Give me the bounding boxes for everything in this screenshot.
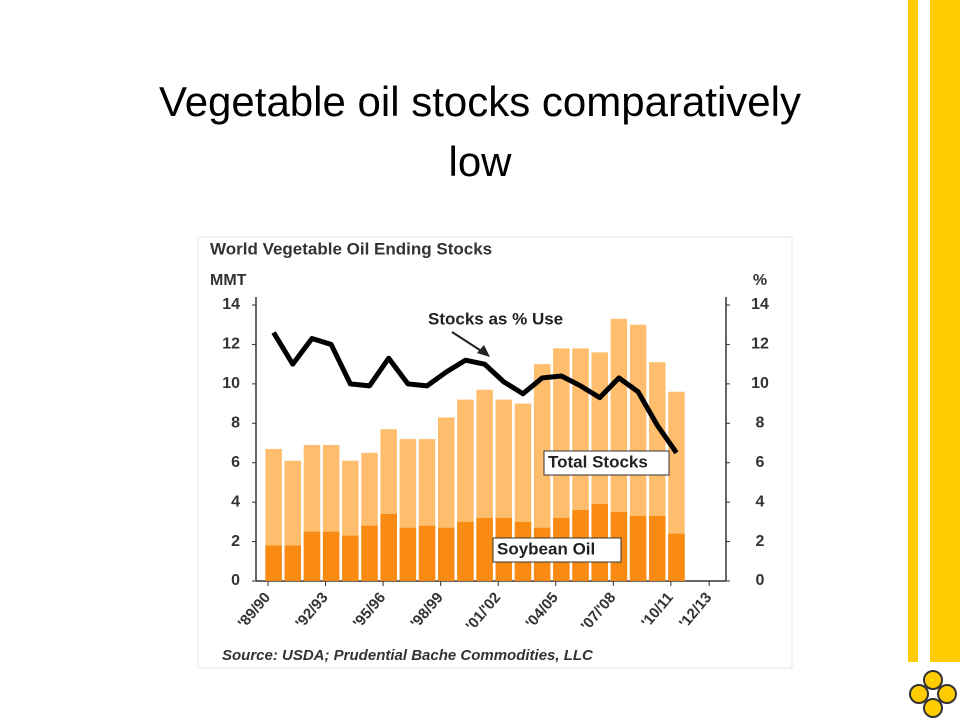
y2-tick-label: 0 xyxy=(756,572,765,589)
slide-title: Vegetable oil stocks comparatively low xyxy=(159,78,801,185)
bar xyxy=(284,545,302,581)
y-axis-label: MMT xyxy=(210,272,247,289)
bar xyxy=(399,527,417,581)
bar xyxy=(668,533,685,581)
stripe xyxy=(930,0,960,662)
y2-tick-label: 4 xyxy=(756,493,765,510)
bar xyxy=(265,545,282,581)
arrowhead xyxy=(477,345,490,357)
y-tick-label: 4 xyxy=(231,493,240,510)
y2-tick-label: 2 xyxy=(756,533,765,550)
y2-axis-label: % xyxy=(753,272,767,289)
chart-frame xyxy=(197,236,793,669)
annotation: Soybean Oil xyxy=(497,539,595,558)
y-tick-label: 12 xyxy=(222,336,240,353)
y-tick-label: 14 xyxy=(222,296,240,313)
source: Source: USDA; Prudential Bache Commoditi… xyxy=(222,647,594,664)
y2-tick-label: 6 xyxy=(756,454,765,471)
stripe xyxy=(908,0,918,662)
y2-tick-label: 14 xyxy=(751,296,769,313)
y2-tick-label: 10 xyxy=(751,375,769,392)
bar xyxy=(418,525,436,581)
line xyxy=(271,331,679,455)
y-tick-label: 10 xyxy=(222,375,240,392)
logo xyxy=(909,670,957,718)
bar xyxy=(361,525,378,581)
y-tick-label: 6 xyxy=(231,454,240,471)
annotation: Total Stocks xyxy=(548,452,648,471)
annotation-box xyxy=(492,537,622,563)
y2-tick-label: 12 xyxy=(751,336,769,353)
bar xyxy=(649,515,666,581)
bar xyxy=(303,531,321,581)
bar xyxy=(533,364,551,581)
chart-title: World Vegetable Oil Ending Stocks xyxy=(210,239,492,258)
bar xyxy=(437,527,455,581)
y2-tick-label: 8 xyxy=(756,415,765,432)
y-tick-label: 8 xyxy=(231,415,240,432)
bar xyxy=(457,521,474,581)
bar xyxy=(476,517,493,581)
annotation: Stocks as % Use xyxy=(428,309,563,328)
y-tick-label: 0 xyxy=(231,572,240,589)
bar xyxy=(342,535,359,581)
y-tick-label: 2 xyxy=(231,533,240,550)
bar xyxy=(629,515,647,581)
bar xyxy=(322,531,340,581)
bar xyxy=(380,513,397,581)
annotation-box xyxy=(543,450,670,476)
